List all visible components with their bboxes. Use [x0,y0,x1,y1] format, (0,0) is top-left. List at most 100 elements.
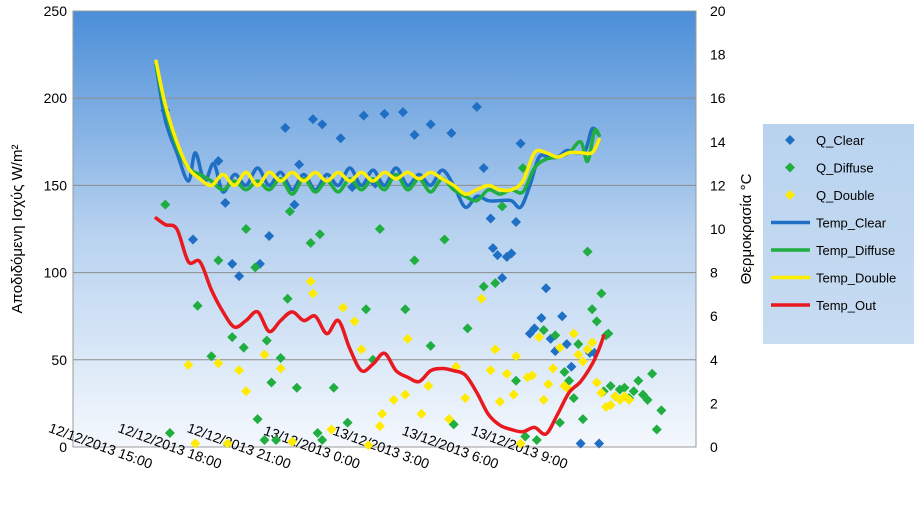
y-tick-right-label: 2 [710,395,718,411]
data-point [478,281,489,292]
data-point [238,342,249,353]
data-point [554,342,565,353]
series-line-temp-clear [154,63,601,210]
y-tick-right-label: 0 [710,439,718,455]
data-point [511,375,522,386]
data-point [220,197,231,208]
data-point [241,386,252,397]
data-point [192,300,203,311]
data-point [591,377,602,388]
data-point [485,365,496,376]
y-tick-right-label: 4 [710,352,718,368]
y-tick-right-label: 6 [710,308,718,324]
data-point [397,107,408,118]
data-point [190,438,201,449]
data-point [490,344,501,355]
data-point [266,377,277,388]
data-point [252,414,263,425]
y-tick-right-label: 12 [710,177,726,193]
data-point [647,368,658,379]
data-point [409,255,420,266]
data-point [587,337,598,348]
data-point [259,435,270,446]
series-q-double [183,276,635,451]
y-tick-right-label: 10 [710,221,726,237]
data-point [294,159,305,170]
data-point [164,428,175,439]
data-point [400,389,411,400]
data-point [187,234,198,245]
data-point [575,438,586,449]
data-point [485,213,496,224]
data-point [568,328,579,339]
data-point [605,400,616,411]
data-point [374,421,385,432]
data-point [619,382,630,393]
data-point [227,332,238,343]
legend-label: Temp_Out [816,298,876,313]
data-point [596,288,607,299]
legend-item: Q_Clear [785,133,865,148]
legend-item: Temp_Out [771,298,876,313]
y-tick-left-label: 250 [44,3,68,19]
legend-item: Q_Diffuse [785,161,874,176]
data-point [342,417,353,428]
data-point [213,358,224,369]
data-point [633,375,644,386]
data-point [594,438,605,449]
data-point [624,394,635,405]
data-point [213,255,224,266]
data-point [515,438,526,449]
data-point [335,133,346,144]
legend-marker [785,135,795,145]
data-point [439,234,450,245]
data-point [577,356,588,367]
data-point [541,283,552,294]
data-point [508,389,519,400]
data-point [536,312,547,323]
data-point [183,360,194,371]
y-tick-right-label: 14 [710,134,726,150]
data-point [559,367,570,378]
data-point [561,339,572,350]
data-point [487,243,498,254]
data-point [328,382,339,393]
data-point [282,293,293,304]
data-point [287,436,298,447]
data-point [446,128,457,139]
series-layer [154,59,667,451]
y-tick-right-label: 8 [710,265,718,281]
data-point [577,414,588,425]
legend-label: Q_Clear [816,133,865,148]
data-point [317,435,328,446]
data-point [531,435,542,446]
data-point [628,386,639,397]
data-point [501,368,512,379]
data-point [227,258,238,269]
data-point [307,114,318,125]
legend-item: Q_Double [785,188,875,203]
data-point [582,344,593,355]
data-point [206,351,217,362]
data-point [284,206,295,217]
legend-item: Temp_Clear [771,216,887,231]
data-point [656,405,667,416]
data-point [538,325,549,336]
data-point [409,129,420,140]
data-point [573,339,584,350]
data-point [582,246,593,257]
data-point [520,431,531,442]
legend-marker [785,162,795,173]
data-point [478,162,489,173]
legend-marker [785,190,795,200]
y-tick-left-label: 50 [51,352,67,368]
data-point [289,199,300,210]
legend-label: Q_Double [816,188,875,203]
data-point [596,387,607,398]
data-point [591,316,602,327]
data-point [494,396,505,407]
data-point [462,323,473,334]
legend-label: Temp_Clear [816,216,887,231]
data-point [160,199,171,210]
